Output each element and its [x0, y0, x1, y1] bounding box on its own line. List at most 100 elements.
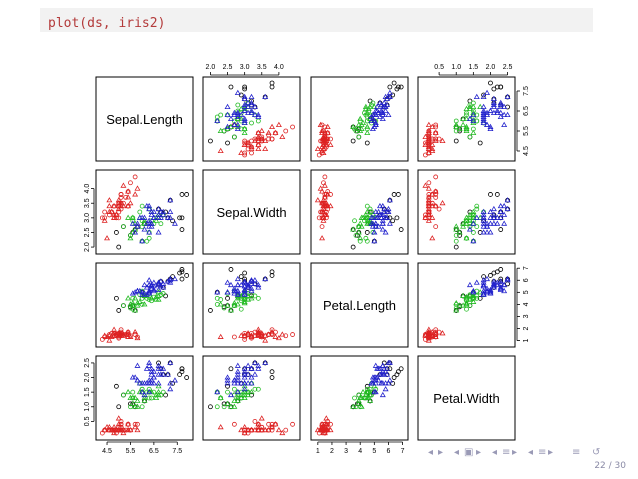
data-point [320, 214, 327, 220]
data-point [255, 284, 262, 290]
panel-Petal.Width-vs-Sepal.Width [202, 355, 301, 441]
data-point [118, 194, 124, 200]
data-point [385, 111, 392, 117]
data-point [167, 275, 174, 282]
data-point [227, 281, 234, 288]
data-point [429, 200, 435, 206]
align-icon[interactable]: ≡ [572, 447, 581, 458]
data-point [184, 192, 190, 197]
data-point [129, 290, 136, 296]
data-point [102, 215, 108, 221]
data-point [141, 217, 148, 223]
section-left-icon[interactable]: ◂ [528, 447, 534, 458]
data-point [224, 289, 231, 295]
data-point [379, 211, 386, 217]
tick-label: 4.5 [102, 448, 112, 455]
data-point [497, 286, 504, 292]
data-point [423, 215, 428, 221]
data-point [225, 295, 230, 301]
data-point [125, 295, 132, 301]
data-point [134, 426, 141, 433]
data-point [464, 306, 469, 312]
section-right-icon[interactable]: ▸ [548, 447, 554, 458]
data-point [221, 404, 227, 410]
data-point [139, 404, 145, 410]
data-point [141, 281, 148, 288]
panel-Petal.Length-vs-Petal.Length: Petal.Length [310, 262, 409, 348]
tick-label: 6 [387, 448, 391, 455]
data-point [160, 291, 166, 296]
data-point [155, 281, 162, 288]
data-point [241, 287, 248, 294]
data-point [255, 362, 262, 368]
data-point [146, 205, 153, 212]
data-point [265, 129, 272, 136]
data-point [497, 202, 504, 209]
data-point [130, 218, 136, 224]
data-point [238, 380, 245, 386]
data-point [364, 214, 371, 220]
data-point [251, 426, 258, 433]
data-point [382, 107, 389, 113]
data-point [132, 191, 139, 197]
subsection-icon[interactable]: ≡ [502, 447, 511, 458]
data-point [242, 150, 248, 156]
data-point [167, 214, 174, 220]
data-point [146, 290, 153, 296]
data-point [480, 214, 487, 220]
data-point [453, 299, 460, 306]
frame-icon[interactable]: ▣ [464, 447, 474, 458]
data-point [125, 421, 131, 427]
data-point [248, 426, 255, 433]
data-point [477, 140, 483, 146]
data-point [179, 366, 185, 372]
data-point [255, 295, 261, 301]
data-point [484, 275, 491, 282]
data-point [498, 267, 504, 272]
data-point [460, 302, 467, 308]
data-point [322, 421, 328, 427]
data-point [497, 284, 504, 290]
data-point [457, 232, 463, 238]
data-point [425, 211, 432, 217]
arrow-right-icon[interactable]: ▸ [438, 447, 444, 458]
data-point [473, 93, 480, 99]
data-point [227, 391, 234, 398]
arrow-left-icon[interactable]: ◂ [428, 447, 434, 458]
data-point [163, 392, 168, 398]
data-point [167, 197, 174, 203]
data-point [290, 332, 295, 337]
data-point [364, 218, 370, 224]
data-point [386, 359, 393, 365]
frame-right-icon[interactable]: ▸ [476, 447, 482, 458]
data-point [378, 109, 385, 115]
section-icon[interactable]: ≡ [538, 447, 547, 458]
subsection-left-icon[interactable]: ◂ [492, 447, 498, 458]
data-point [364, 388, 371, 395]
beamer-navigation[interactable]: ◂ ▸ ◂ ▣ ▸ ◂ ≡ ▸ ◂ ≡ ▸ ≡ ↺ [428, 447, 628, 463]
data-point [322, 174, 328, 180]
data-point [111, 429, 118, 436]
frame-left-icon[interactable]: ◂ [454, 447, 460, 458]
data-point [164, 371, 171, 377]
data-point [364, 208, 371, 215]
data-point [231, 287, 238, 294]
data-point [127, 333, 134, 339]
panel-Sepal.Width-vs-Petal.Width [417, 169, 516, 255]
data-point [372, 388, 379, 395]
subsection-right-icon[interactable]: ▸ [512, 447, 518, 458]
data-point [319, 421, 325, 427]
data-point [381, 205, 388, 212]
data-point [208, 308, 213, 313]
data-point [362, 391, 369, 398]
data-point [224, 123, 231, 130]
data-point [241, 386, 248, 392]
data-point [350, 123, 357, 130]
data-point [494, 109, 501, 115]
data-point [132, 295, 139, 301]
search-refresh-icon[interactable]: ↺ [592, 447, 601, 458]
data-point [501, 220, 508, 226]
data-point [99, 215, 105, 221]
data-point [501, 111, 508, 117]
variable-label: Petal.Width [433, 391, 499, 406]
